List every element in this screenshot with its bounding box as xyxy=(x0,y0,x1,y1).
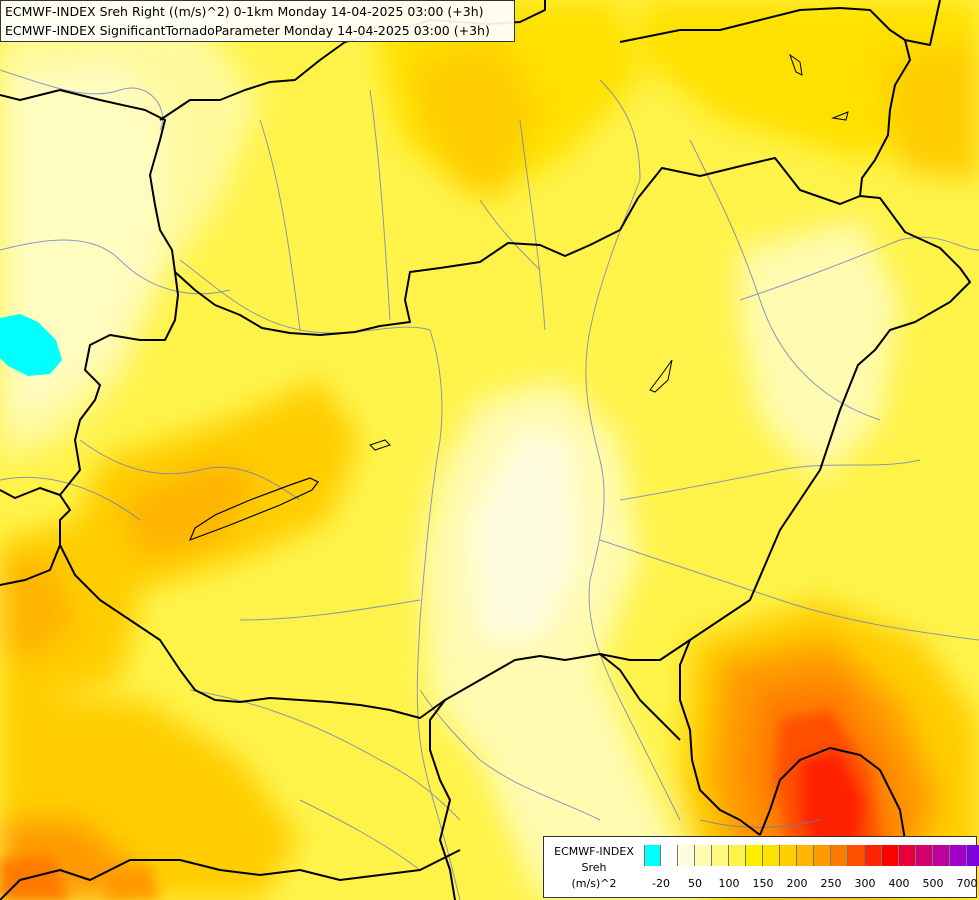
legend-tick-label: 300 xyxy=(854,877,876,890)
legend-swatch xyxy=(780,845,797,866)
legend-swatch xyxy=(661,845,678,866)
map-title-box: ECMWF-INDEX Sreh Right ((m/s)^2) 0-1km M… xyxy=(0,0,515,42)
color-legend: ECMWF-INDEX Sreh (m/s)^2 -20 50 100 150 200 2… xyxy=(543,836,979,898)
legend-tick-label: 100 xyxy=(718,877,740,890)
lake-neusiedl xyxy=(0,314,62,376)
legend-swatch xyxy=(899,845,916,866)
title-stp: ECMWF-INDEX SignificantTornadoParameter … xyxy=(5,23,490,38)
legend-tick-label: 150 xyxy=(752,877,774,890)
legend-swatch xyxy=(814,845,831,866)
legend-swatch xyxy=(729,845,746,866)
rivers xyxy=(0,69,979,900)
legend-units: (m/s)^2 xyxy=(571,877,617,890)
legend-swatch xyxy=(865,845,882,866)
legend-swatch xyxy=(763,845,780,866)
legend-swatch xyxy=(678,845,695,866)
legend-swatches xyxy=(644,845,979,866)
legend-swatch xyxy=(797,845,814,866)
legend-swatch xyxy=(848,845,865,866)
legend-ticks: -20 50 100 150 200 250 300 400 500 700 xyxy=(644,877,977,891)
legend-model: ECMWF-INDEX xyxy=(554,845,634,858)
lake-ne xyxy=(789,53,803,76)
title-sreh: ECMWF-INDEX Sreh Right ((m/s)^2) 0-1km M… xyxy=(5,4,484,19)
legend-tick-label: 400 xyxy=(888,877,910,890)
legend-swatch xyxy=(695,845,712,866)
lake-tisza xyxy=(649,359,673,393)
lake-ne2 xyxy=(831,111,849,121)
legend-tick-label: 200 xyxy=(786,877,808,890)
legend-swatch xyxy=(746,845,763,866)
legend-tick-label: 500 xyxy=(922,877,944,890)
legend-tick-label: 700 xyxy=(956,877,978,890)
lake-velence xyxy=(369,439,391,451)
legend-swatch xyxy=(916,845,933,866)
legend-swatch xyxy=(712,845,729,866)
legend-swatch xyxy=(882,845,899,866)
legend-swatch xyxy=(967,845,979,866)
legend-swatch xyxy=(831,845,848,866)
legend-swatch xyxy=(644,845,661,866)
legend-tick-label: 250 xyxy=(820,877,842,890)
lake-balaton xyxy=(188,477,319,542)
legend-swatch xyxy=(933,845,950,866)
legend-swatch xyxy=(950,845,967,866)
legend-tick-label: 50 xyxy=(688,877,702,890)
legend-tick-label: -20 xyxy=(652,877,670,890)
legend-parameter: Sreh xyxy=(581,861,607,874)
